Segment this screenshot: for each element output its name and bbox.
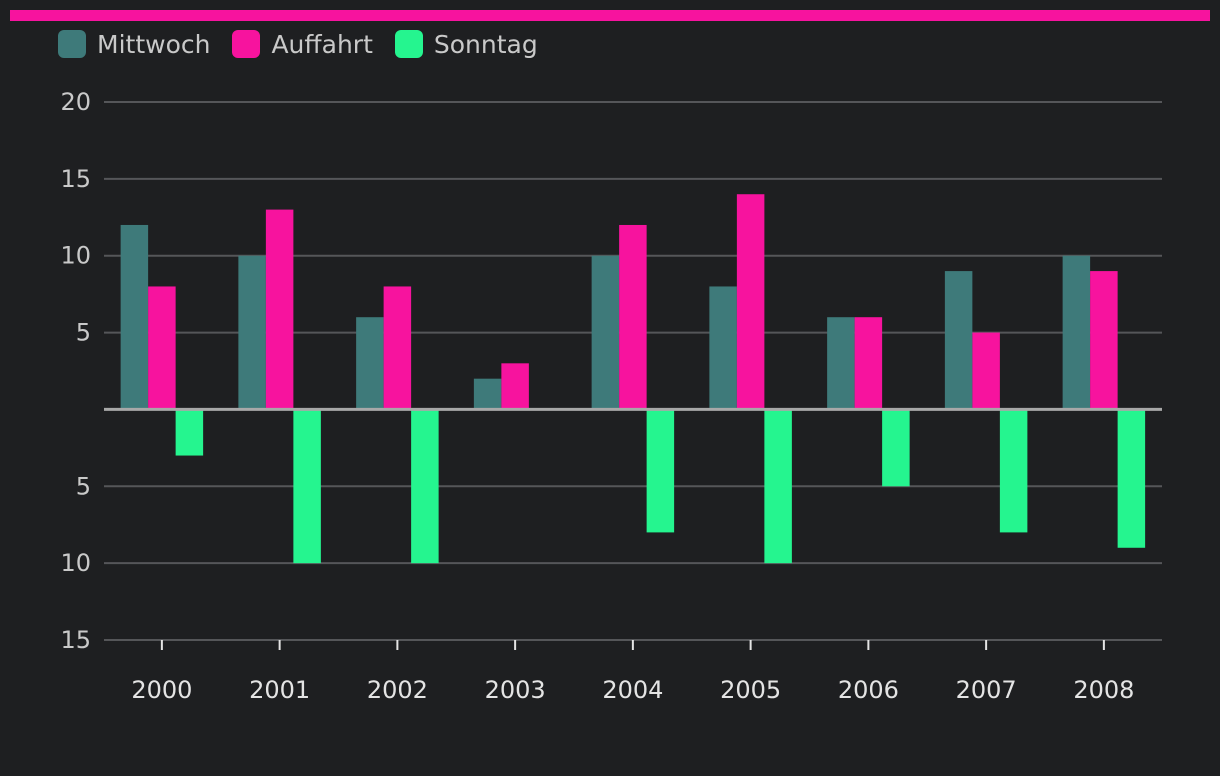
x-tick-label: 2005	[720, 676, 781, 704]
legend-swatch-mittwoch	[58, 30, 86, 58]
y-tick-label: 10	[60, 242, 91, 270]
x-tick-label: 2001	[249, 676, 310, 704]
legend-swatch-sonntag	[394, 30, 423, 58]
x-tick-label: 2003	[485, 676, 546, 704]
x-tick-label: 2008	[1073, 676, 1134, 704]
legend-item-mittwoch[interactable]: Mittwoch	[58, 30, 210, 59]
legend-item-auffahrt[interactable]: Auffahrt	[232, 29, 373, 59]
bar-auffahrt-2001[interactable]	[265, 209, 294, 410]
legend-label-auffahrt: Auffahrt	[271, 29, 373, 59]
chart-legend: Mittwoch Auffahrt Sonntag	[58, 28, 560, 60]
x-tick-label: 2004	[602, 676, 663, 704]
bar-mittwoch-2002[interactable]	[356, 317, 384, 410]
bar-sonntag-2006[interactable]	[882, 409, 910, 487]
y-tick-label: 5	[76, 319, 91, 347]
bar-sonntag-2000[interactable]	[175, 409, 204, 456]
bar-auffahrt-2004[interactable]	[619, 224, 647, 410]
bar-mittwoch-2008[interactable]	[1062, 255, 1091, 410]
bar-mittwoch-2004[interactable]	[591, 255, 620, 410]
legend-swatch-auffahrt	[232, 30, 261, 58]
bar-mittwoch-2007[interactable]	[944, 271, 973, 410]
y-tick-label: 5	[76, 472, 91, 500]
bar-sonntag-2005[interactable]	[764, 409, 792, 564]
bar-mittwoch-2005[interactable]	[709, 286, 737, 410]
bar-mittwoch-2006[interactable]	[827, 317, 855, 410]
bar-mittwoch-2000[interactable]	[120, 224, 149, 410]
x-tick-label: 2006	[838, 676, 899, 704]
bar-auffahrt-2003[interactable]	[501, 363, 529, 410]
bar-mittwoch-2001[interactable]	[238, 255, 266, 410]
y-axis-ticks: 20 15 10 5 5 10 15	[60, 88, 91, 654]
y-tick-label: 20	[60, 88, 91, 116]
y-tick-label: 10	[60, 549, 91, 577]
legend-label-sonntag: Sonntag	[433, 29, 538, 59]
bar-auffahrt-2002[interactable]	[383, 286, 412, 410]
y-tick-label: 15	[60, 165, 91, 193]
bar-auffahrt-2005[interactable]	[736, 194, 765, 410]
bar-sonntag-2007[interactable]	[999, 409, 1028, 533]
bar-mittwoch-2003[interactable]	[473, 378, 502, 410]
bar-auffahrt-2006[interactable]	[854, 317, 883, 410]
bar-sonntag-2004[interactable]	[646, 409, 675, 533]
x-tick-label: 2007	[956, 676, 1017, 704]
bar-auffahrt-2000[interactable]	[148, 286, 176, 410]
bar-auffahrt-2008[interactable]	[1090, 271, 1118, 410]
y-tick-label: 15	[60, 626, 91, 654]
x-axis-ticks: 2000 2001 2002 2003 2004 2005 2006 2007 2008	[131, 640, 1134, 704]
legend-label-mittwoch: Mittwoch	[97, 29, 211, 59]
accent-bar	[10, 10, 1210, 21]
bars	[120, 194, 1146, 564]
bar-auffahrt-2007[interactable]	[972, 332, 1000, 410]
bar-sonntag-2001[interactable]	[293, 409, 321, 564]
bar-sonntag-2008[interactable]	[1117, 409, 1146, 548]
x-tick-label: 2000	[131, 676, 192, 704]
legend-item-sonntag[interactable]: Sonntag	[394, 29, 538, 59]
x-tick-label: 2002	[367, 676, 428, 704]
bar-sonntag-2002[interactable]	[411, 409, 439, 564]
